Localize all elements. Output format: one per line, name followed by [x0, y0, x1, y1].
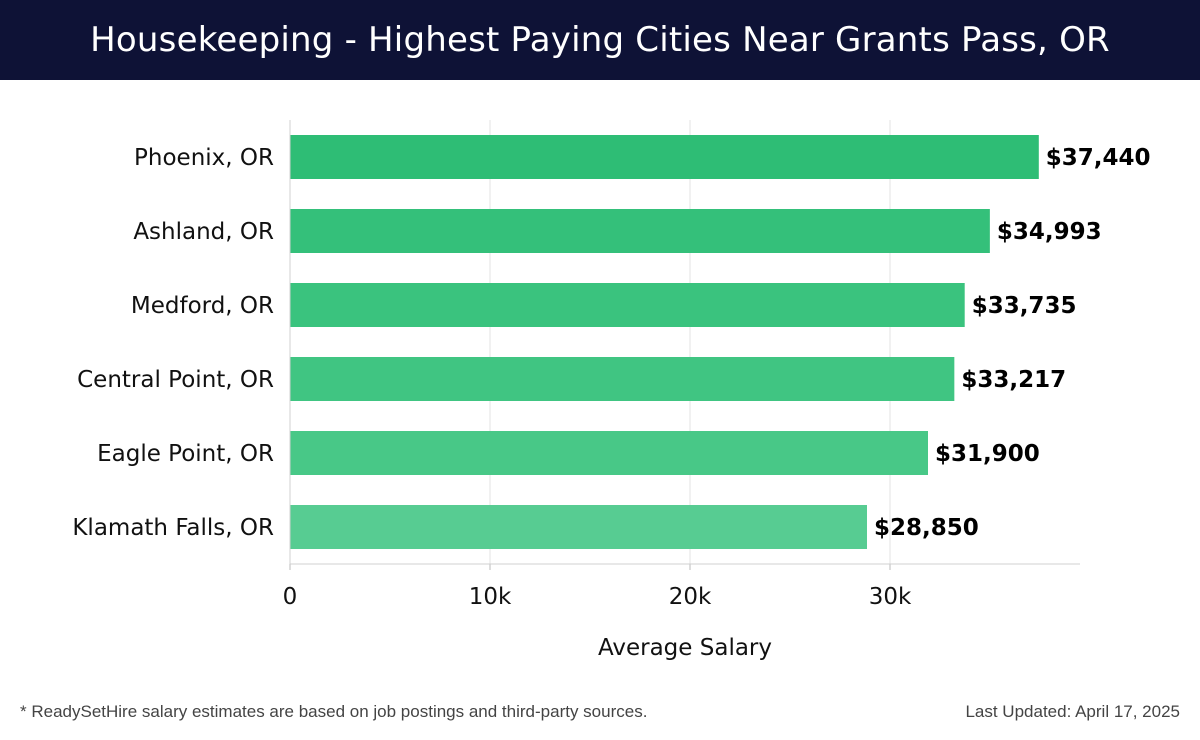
- bar: [290, 357, 955, 401]
- chart-title: Housekeeping - Highest Paying Cities Nea…: [90, 20, 1110, 60]
- bar: [290, 431, 928, 475]
- bar: [290, 505, 867, 549]
- x-axis-label: Average Salary: [598, 635, 772, 661]
- bar: [290, 283, 965, 327]
- bar: [290, 135, 1039, 179]
- x-tick-label: 30k: [869, 584, 912, 610]
- bar-value-label: $31,900: [935, 441, 1040, 467]
- bar-value-label: $33,735: [972, 293, 1077, 319]
- bar-value-label: $37,440: [1046, 145, 1151, 171]
- bar-value-label: $28,850: [874, 515, 979, 541]
- bars: $37,440 $34,993 $33,735 $33,217 $31,900 $28,8…: [290, 135, 1151, 549]
- axes: 0 10k 20k 30k Phoenix, OR Ashland, OR Medford,…: [72, 120, 1080, 610]
- grid-lines: [489, 120, 891, 564]
- bar-value-label: $34,993: [997, 219, 1102, 245]
- footer-note: * ReadySetHire salary estimates are base…: [20, 702, 648, 721]
- bar-chart: $37,440 $34,993 $33,735 $33,217 $31,900 $28,8…: [72, 120, 1151, 661]
- bar-value-label: $33,217: [961, 367, 1066, 393]
- chart-header: Housekeeping - Highest Paying Cities Nea…: [0, 0, 1200, 80]
- bar: [290, 209, 990, 253]
- y-tick-label: Medford, OR: [131, 293, 274, 319]
- y-tick-label: Ashland, OR: [133, 219, 274, 245]
- y-tick-label: Eagle Point, OR: [97, 441, 274, 467]
- y-tick-label: Phoenix, OR: [134, 145, 274, 171]
- x-tick-label: 20k: [669, 584, 712, 610]
- x-tick-label: 0: [283, 584, 298, 610]
- last-updated: Last Updated: April 17, 2025: [965, 702, 1180, 721]
- y-tick-label: Klamath Falls, OR: [72, 515, 274, 541]
- y-tick-label: Central Point, OR: [77, 367, 274, 393]
- x-tick-label: 10k: [469, 584, 512, 610]
